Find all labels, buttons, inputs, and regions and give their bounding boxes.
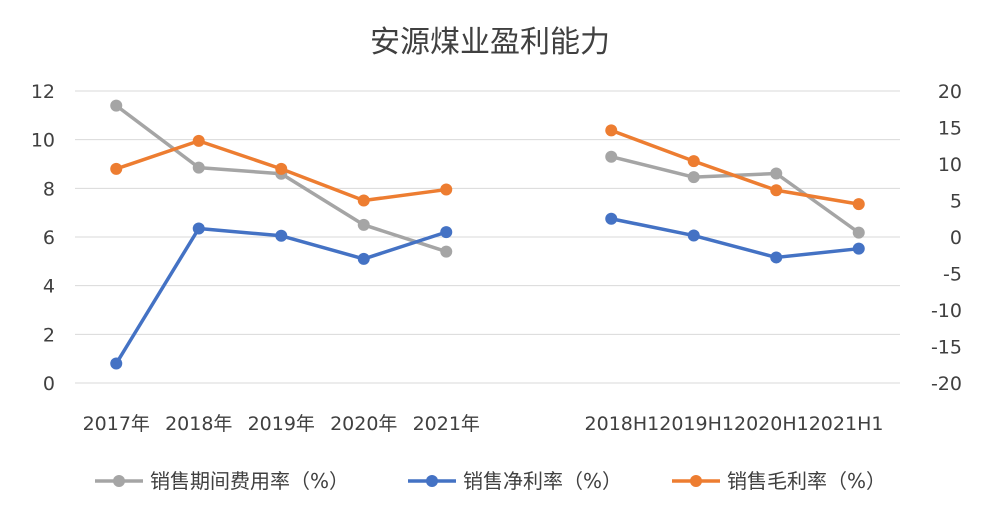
legend-marker — [690, 475, 702, 487]
data-point — [275, 229, 288, 242]
legend-marker — [426, 475, 438, 487]
data-point — [110, 357, 123, 370]
gridlines — [75, 90, 900, 384]
data-point — [852, 198, 865, 211]
data-point — [357, 252, 370, 265]
data-point — [357, 194, 370, 207]
data-point — [110, 99, 123, 112]
data-point — [192, 161, 205, 174]
right-axis-tick: 5 — [950, 191, 962, 213]
data-point — [605, 212, 618, 225]
data-point — [357, 218, 370, 231]
left-axis-tick: 0 — [43, 373, 55, 395]
left-axis-tick: 12 — [31, 81, 55, 103]
data-point — [192, 134, 205, 147]
left-axis-tick: 4 — [43, 276, 55, 298]
data-point — [440, 226, 453, 239]
data-point — [192, 222, 205, 235]
legend-label: 销售期间费用率（%） — [150, 469, 349, 493]
legend: 销售期间费用率（%） 销售净利率（%） 销售毛利率（%） — [95, 469, 886, 493]
series-2 — [110, 124, 865, 211]
data-point — [770, 167, 783, 180]
series-line-half-year — [609, 154, 861, 235]
x-axis-tick: 2019年 — [248, 413, 315, 435]
right-axis-tick: -15 — [931, 337, 962, 359]
series-line-annual — [114, 226, 448, 366]
legend-marker — [113, 475, 125, 487]
right-axis-tick: 0 — [950, 227, 962, 249]
data-point — [852, 242, 865, 255]
chart-title: 安源煤业盈利能力 — [370, 25, 610, 60]
category-axis-labels: 2018H12019H12020H12021H1 2017年 2018年 2019年… — [83, 413, 884, 435]
data-point — [852, 226, 865, 239]
x-axis-tick: 2021年 — [413, 413, 480, 435]
right-axis-tick: -5 — [943, 264, 962, 286]
series-layer — [110, 99, 865, 370]
data-point — [687, 229, 700, 242]
left-axis-tick: 6 — [43, 227, 55, 249]
right-axis-tick: 20 — [938, 81, 962, 103]
left-axis-tick: 10 — [31, 130, 55, 152]
x-axis-tick: 2017年 — [83, 413, 150, 435]
data-point — [110, 162, 123, 175]
left-axis-tick: 2 — [43, 324, 55, 346]
data-point — [605, 150, 618, 163]
x-axis-tick: 2018年 — [165, 413, 232, 435]
right-axis-ticks: -20 -15 -10 -5 0 5 10 15 20 — [931, 81, 962, 395]
series-0 — [110, 99, 865, 258]
series-1 — [110, 212, 865, 370]
data-point — [770, 184, 783, 197]
data-point — [275, 162, 288, 175]
data-point — [605, 124, 618, 137]
legend-label: 销售净利率（%） — [463, 469, 622, 493]
x-axis-tick: 2020年 — [330, 413, 397, 435]
left-axis-ticks: 0 2 4 6 8 10 12 — [31, 81, 55, 395]
left-axis-tick: 8 — [43, 178, 55, 200]
right-axis-tick: -20 — [931, 373, 962, 395]
data-point — [440, 245, 453, 258]
right-axis-tick: 10 — [938, 154, 962, 176]
right-axis-tick: -10 — [931, 300, 962, 322]
data-point — [687, 171, 700, 184]
data-point — [687, 155, 700, 168]
series-line-half-year — [609, 217, 861, 260]
data-point — [770, 251, 783, 264]
legend-label: 销售毛利率（%） — [727, 469, 886, 493]
series-line-half-year — [609, 128, 861, 206]
data-point — [440, 183, 453, 196]
right-axis-tick: 15 — [938, 118, 962, 140]
half-year-category-labels: 2018H12019H12020H12021H1 — [585, 413, 884, 435]
